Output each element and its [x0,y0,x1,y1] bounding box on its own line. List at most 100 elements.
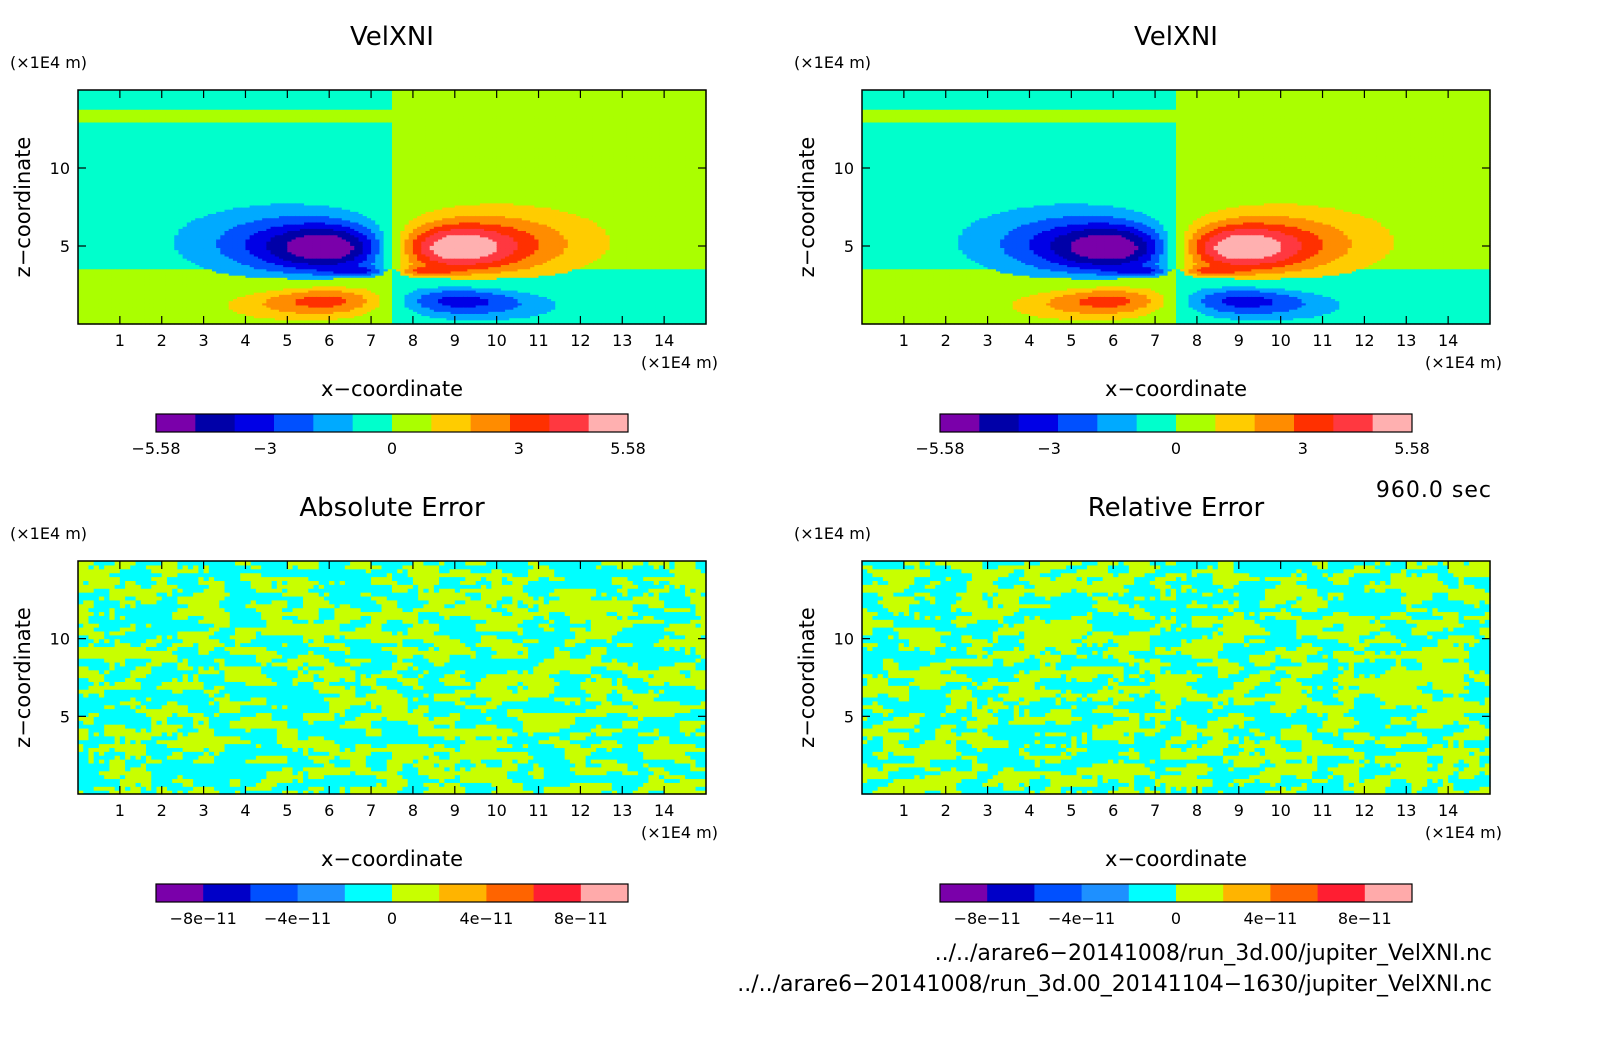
heatmap-cell [98,260,104,263]
heatmap-cell [98,215,104,219]
heatmap-cell [149,247,154,251]
heatmap-cell [128,317,134,321]
heatmap-cell [128,300,134,304]
heatmap-cell [140,153,146,157]
heatmap-cell [115,147,121,151]
heatmap-cell [111,279,117,283]
heatmap-cell [107,111,113,114]
heatmap-cell [98,247,104,251]
heatmap-cell [103,211,108,214]
heatmap-cell [149,113,154,117]
heatmap-cell [78,309,83,312]
heatmap-cell [98,136,104,140]
heatmap-cell [144,147,150,151]
heatmap-cell [111,285,117,289]
heatmap-cell [103,98,108,102]
heatmap-cell [149,158,154,161]
heatmap-cell [153,172,159,176]
heatmap-cell [115,266,121,270]
heatmap-cell [82,260,87,263]
heatmap-cell [115,187,121,191]
heatmap-cell [86,215,92,219]
heatmap-cell [98,126,104,129]
heatmap-cell [136,151,142,155]
heatmap-cell [144,289,150,293]
heatmap-cell [94,209,100,212]
heatmap-cell [86,204,92,208]
heatmap-cell [94,217,100,221]
heatmap-cell [157,315,163,319]
heatmap-cell [90,132,96,136]
heatmap-cell [132,170,138,174]
heatmap-cell [124,102,129,106]
heatmap-cell [115,192,121,195]
heatmap-cell [115,315,121,319]
heatmap-cell [107,168,113,172]
heatmap-cell [144,162,150,166]
heatmap-cell [78,249,83,253]
heatmap-cell [115,132,121,136]
heatmap-cell [128,183,134,187]
heatmap-cell [82,285,87,289]
heatmap-cell [144,209,150,212]
heatmap-cell [111,262,117,266]
heatmap-cell [119,187,125,191]
heatmap-cell [140,90,146,93]
heatmap-cell [132,211,138,214]
heatmap-cell [86,172,92,176]
heatmap-cell [94,196,100,200]
heatmap-cell [144,317,150,321]
heatmap-cell [124,285,129,289]
heatmap-cell [119,164,125,168]
heatmap-cell [107,202,113,206]
heatmap-cell [90,321,96,325]
heatmap-cell [136,94,142,97]
heatmap-cell [78,211,83,214]
heatmap-cell [107,247,113,251]
heatmap-cell [128,241,134,244]
heatmap-cell [144,164,150,168]
heatmap-cell [119,98,125,102]
heatmap-cell [94,272,100,276]
heatmap-cell [149,102,154,106]
heatmap-cell [94,228,100,231]
heatmap-cell [90,298,96,302]
heatmap-cell [124,153,129,157]
heatmap-cell [82,275,87,278]
heatmap-cell [86,160,92,163]
heatmap-cell [128,313,134,317]
heatmap-cell [94,175,100,178]
heatmap-cell [157,309,163,312]
heatmap-cell [124,245,129,249]
heatmap-cell [111,309,117,312]
heatmap-cell [132,90,138,93]
heatmap-cell [153,204,159,208]
heatmap-cell [90,215,96,219]
heatmap-cell [115,202,121,206]
heatmap-cell [90,162,96,166]
heatmap-cell [128,98,134,102]
heatmap-cell [128,247,134,251]
heatmap-cell [94,277,100,280]
heatmap-cell [153,296,159,300]
heatmap-cell [94,98,100,102]
heatmap-cell [115,238,121,242]
heatmap-cell [136,100,142,104]
heatmap-cell [90,243,96,246]
heatmap-cell [115,162,121,166]
heatmap-cell [153,292,159,295]
heatmap-cell [144,189,150,193]
heatmap-cell [98,102,104,106]
heatmap-cell [78,262,83,266]
heatmap-cell [119,209,125,212]
heatmap-cell [82,264,87,268]
heatmap-cell [157,319,163,323]
heatmap-cell [119,175,125,178]
heatmap-cell [78,162,83,166]
heatmap-cell [86,185,92,189]
heatmap-cell [94,296,100,300]
heatmap-cell [140,253,146,257]
heatmap-cell [119,283,125,287]
heatmap-cell [90,200,96,204]
heatmap-cell [136,270,142,274]
